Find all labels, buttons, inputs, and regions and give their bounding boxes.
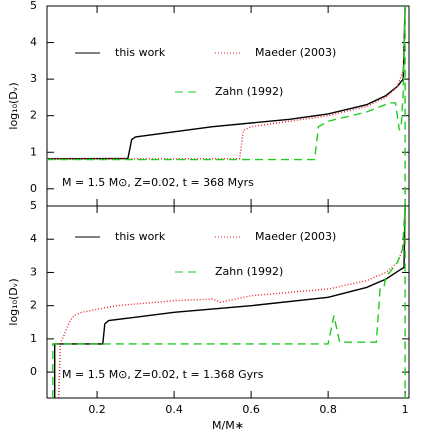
legend-label: Maeder (2003) [255,230,336,243]
legend-label: Zahn (1992) [215,85,283,98]
y-axis-label: log₁₀(Dᵥ) [7,278,20,325]
plot-frame [46,205,410,399]
y-tick-label: 3 [30,265,37,278]
annotation: M = 1.5 M⊙, Z=0.02, t = 368 Myrs [62,176,254,189]
y-tick-label: 5 [30,0,37,12]
data-line [52,205,406,398]
data-line [47,5,406,206]
legend-label: Maeder (2003) [255,46,336,59]
y-tick-label: 2 [30,299,37,312]
legend-label: this work [115,46,166,59]
y-tick-label: 5 [30,199,37,212]
y-tick-label: 3 [30,72,37,85]
legend-label: this work [115,230,166,243]
x-tick-label: 0.2 [88,403,106,416]
y-tick-label: 4 [30,36,37,49]
data-line [47,5,406,160]
x-tick-label: 0.6 [242,403,260,416]
x-tick-label: 1 [402,403,409,416]
data-line [46,5,406,160]
x-tick-label: 0.4 [165,403,183,416]
y-tick-label: 1 [30,145,37,158]
y-tick-label: 0 [30,365,37,378]
x-tick-label: 0.8 [319,403,337,416]
y-tick-label: 2 [30,109,37,122]
data-line [57,205,406,399]
x-axis-label: M/M∗ [212,419,244,432]
annotation: M = 1.5 M⊙, Z=0.02, t = 1.368 Gyrs [62,368,264,381]
legend-label: Zahn (1992) [215,265,283,278]
y-tick-label: 1 [30,332,37,345]
y-tick-label: 0 [30,182,37,195]
y-tick-label: 4 [30,232,37,245]
y-axis-label: log₁₀(Dᵥ) [7,82,20,129]
